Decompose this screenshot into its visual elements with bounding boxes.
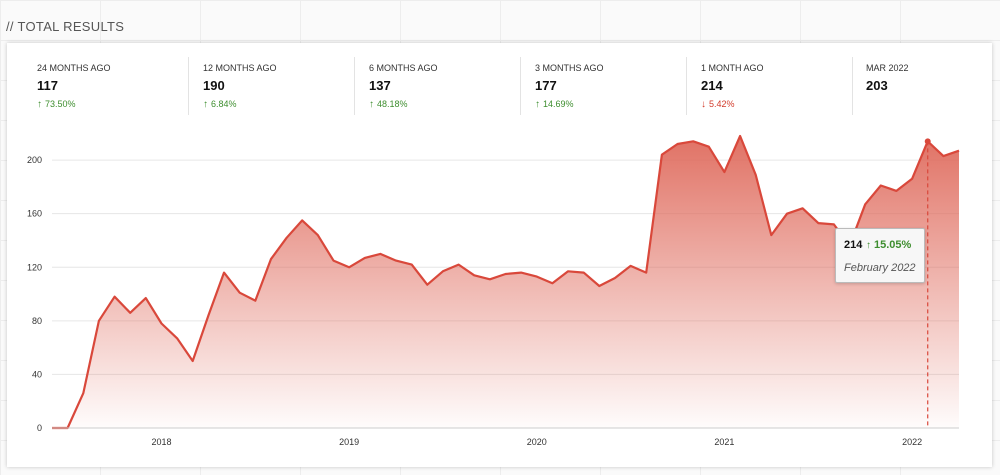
stat-change-value: 5.42% (709, 99, 735, 109)
x-tick-label: 2020 (527, 437, 547, 447)
stat-change-value: 48.18% (377, 99, 408, 109)
arrow-up-icon: ↑ (369, 99, 374, 110)
arrow-down-icon: ↓ (701, 99, 706, 110)
stat-value: 117 (37, 78, 58, 93)
stat-24-months: 24 MONTHS AGO 117 ↑ 73.50% (37, 57, 189, 115)
stat-value: 190 (203, 78, 225, 93)
stat-label: MAR 2022 (866, 63, 909, 73)
stat-12-months: 12 MONTHS AGO 190 ↑ 6.84% (203, 57, 355, 115)
stat-change: ↑ 6.84% (203, 99, 237, 110)
stat-change-value: 14.69% (543, 99, 574, 109)
stat-change-value: 6.84% (211, 99, 237, 109)
stat-6-months: 6 MONTHS AGO 137 ↑ 48.18% (369, 57, 521, 115)
stat-change: ↑ 14.69% (535, 99, 574, 110)
tooltip-change-value: 15.05% (874, 239, 912, 251)
stat-label: 24 MONTHS AGO (37, 63, 111, 73)
stat-change: ↑ 48.18% (369, 99, 408, 110)
series-line (52, 134, 960, 430)
stat-1-month: 1 MONTH AGO 214 ↓ 5.42% (701, 57, 853, 115)
tooltip-date: February 2022 (844, 262, 916, 274)
y-tick-label: 120 (27, 262, 42, 272)
stat-value: 177 (535, 78, 557, 93)
section-title: // TOTAL RESULTS (6, 19, 125, 34)
stat-label: 12 MONTHS AGO (203, 63, 277, 73)
stat-value: 214 (701, 78, 723, 93)
stat-label: 6 MONTHS AGO (369, 63, 438, 73)
results-card: 24 MONTHS AGO 117 ↑ 73.50% 12 MONTHS AGO … (7, 43, 992, 467)
stat-value: 137 (369, 78, 391, 93)
chart-tooltip: 214 ↑ 15.05% February 2022 (835, 228, 925, 283)
x-tick-label: 2021 (714, 437, 734, 447)
tooltip-change: ↑ 15.05% (866, 239, 911, 251)
tooltip-value: 214 (844, 239, 863, 251)
arrow-up-icon: ↑ (37, 99, 42, 110)
stat-3-months: 3 MONTHS AGO 177 ↑ 14.69% (535, 57, 687, 115)
y-tick-label: 40 (32, 369, 42, 379)
y-tick-label: 200 (27, 155, 42, 165)
x-tick-label: 2018 (151, 437, 171, 447)
x-tick-label: 2019 (339, 437, 359, 447)
stat-change: ↑ 73.50% (37, 99, 76, 110)
arrow-up-icon: ↑ (203, 99, 208, 110)
y-tick-label: 0 (37, 423, 42, 433)
stat-change-value: 73.50% (45, 99, 76, 109)
arrow-up-icon: ↑ (535, 99, 540, 110)
x-tick-label: 2022 (902, 437, 922, 447)
stat-value: 203 (866, 78, 888, 93)
y-tick-label: 160 (27, 209, 42, 219)
results-chart[interactable]: 0 40 80 120 160 200 2018 2019 2020 2021 2022 (7, 43, 992, 467)
highlight-point (924, 138, 931, 145)
series-area (52, 136, 959, 428)
stat-label: 1 MONTH AGO (701, 63, 764, 73)
stat-label: 3 MONTHS AGO (535, 63, 604, 73)
y-tick-label: 80 (32, 316, 42, 326)
stats-row: 24 MONTHS AGO 117 ↑ 73.50% 12 MONTHS AGO … (7, 43, 992, 115)
stat-current: MAR 2022 203 (866, 57, 976, 115)
stat-change: ↓ 5.42% (701, 99, 735, 110)
arrow-up-icon: ↑ (866, 240, 871, 251)
